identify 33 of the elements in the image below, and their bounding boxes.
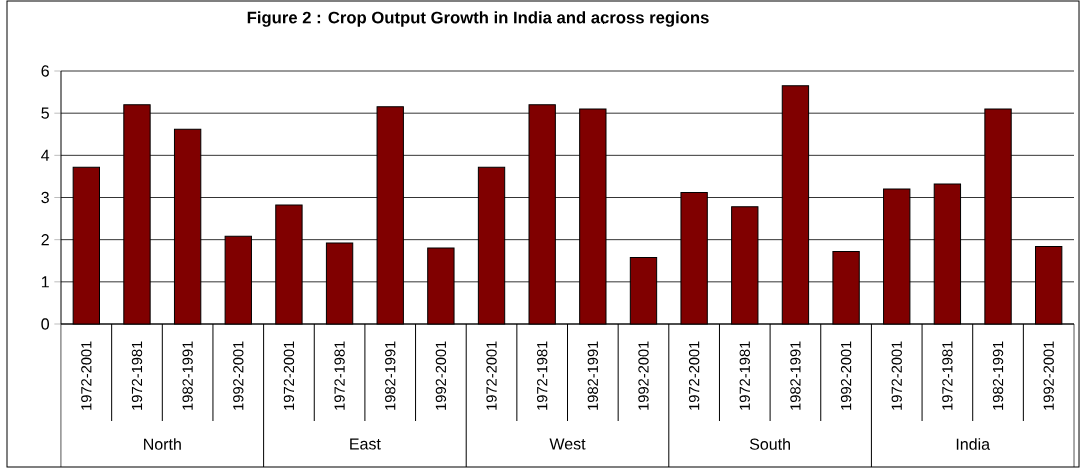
text: East [350, 438, 381, 450]
x-tick-label: 1972-2001 [486, 341, 497, 410]
y-tick-label: 5 [41, 107, 49, 119]
x-tick-label: 1982-1991 [385, 341, 396, 410]
y-tick-label: 2 [41, 234, 49, 246]
x-tick-label: 1972-1981 [537, 341, 548, 410]
x-tick-label: 1972-1981 [131, 341, 143, 410]
x-tick-label: 1972-1981 [334, 341, 345, 410]
y-tick-label: 3 [41, 191, 49, 204]
x-tick-label: 1982-1991 [790, 341, 801, 410]
y-tick-label: 6 [41, 65, 49, 77]
text: India [956, 438, 991, 450]
x-tick-label: 1972-2001 [81, 341, 92, 410]
text: West [549, 438, 586, 450]
x-tick-label: 1972-2001 [283, 341, 295, 410]
x-tick-label: 1982-1991 [182, 341, 193, 410]
x-tick-label: 1982-1991 [587, 341, 599, 410]
x-tick-label: 1992-2001 [638, 341, 649, 410]
chart-title: Figure 2 : Crop Output Growth in India and across regions [247, 11, 709, 27]
x-tick-label: 1992-2001 [840, 341, 852, 410]
x-tick-label: 1972-1981 [942, 341, 953, 410]
y-tick-label: 0 [41, 318, 50, 330]
y-tick-label: 1 [41, 276, 49, 288]
x-tick-label: 1992-2001 [233, 341, 244, 410]
x-tick-label: 1992-2001 [1043, 341, 1054, 410]
x-tick-label: 1972-2001 [688, 341, 700, 410]
y-tick-label: 4 [41, 149, 50, 161]
x-tick-label: 1992-2001 [435, 341, 447, 410]
text: South [749, 438, 790, 450]
x-tick-label: 1982-1991 [992, 341, 1004, 410]
x-tick-label: 1972-2001 [891, 341, 902, 410]
text: North [144, 438, 181, 450]
x-tick-label: 1972-1981 [739, 341, 750, 410]
